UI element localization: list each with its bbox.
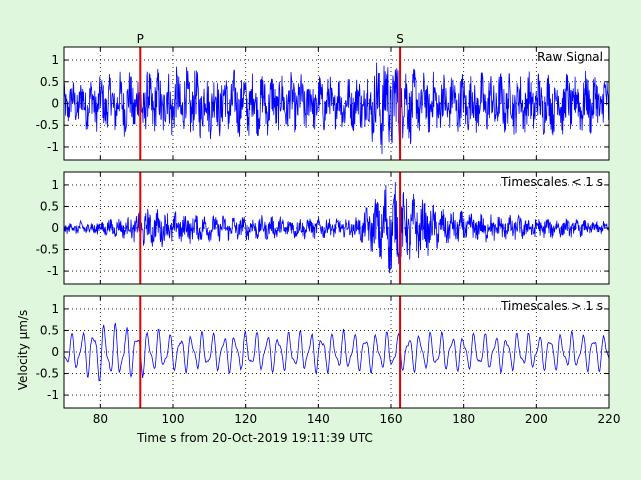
x-tick-label: 100	[162, 412, 185, 426]
y-tick-label: 1	[51, 53, 59, 67]
phase-label-s: S	[396, 32, 404, 46]
y-tick-label: -0.5	[36, 367, 59, 381]
y-tick-label: 0	[51, 221, 59, 235]
y-tick-label: 0.5	[40, 323, 59, 337]
signal-trace	[64, 322, 609, 382]
y-tick-label: 0	[51, 345, 59, 359]
y-tick-label: -0.5	[36, 118, 59, 132]
y-tick-label: 1	[51, 178, 59, 192]
phase-label-p: P	[137, 32, 144, 46]
signal-trace	[64, 62, 609, 155]
x-tick-label: 80	[93, 412, 108, 426]
y-tick-label: -0.5	[36, 243, 59, 257]
y-axis-label: Velocity µm/s	[16, 310, 30, 391]
x-tick-label: 180	[452, 412, 475, 426]
panel-title: Timescales > 1 s	[500, 299, 603, 313]
y-tick-label: -1	[47, 140, 59, 154]
y-tick-label: -1	[47, 388, 59, 402]
panel-title: Timescales < 1 s	[500, 175, 603, 189]
x-tick-label: 200	[525, 412, 548, 426]
signal-trace	[64, 181, 609, 274]
y-tick-label: -1	[47, 264, 59, 278]
panel-title: Raw Signal	[537, 50, 603, 64]
x-tick-label: 120	[234, 412, 257, 426]
x-tick-label: 140	[307, 412, 330, 426]
panels-group: -1 -0.5 0 0.5 1 Raw Signal P S -1 -0.5 0 0.5 1 Timesc…	[36, 32, 621, 426]
panel-2: -1 -0.5 0 0.5 1 Timescales < 1 s	[36, 171, 610, 285]
y-tick-label: 1	[51, 302, 59, 316]
y-tick-label: 0.5	[40, 75, 59, 89]
x-tick-label: 220	[598, 412, 621, 426]
y-tick-label: 0	[51, 97, 59, 111]
x-axis-label: Time s from 20-Oct-2019 19:11:39 UTC	[136, 431, 373, 445]
x-tick-label: 160	[380, 412, 403, 426]
panel-1: -1 -0.5 0 0.5 1 Raw Signal P S	[36, 32, 610, 161]
y-tick-label: 0.5	[40, 199, 59, 213]
